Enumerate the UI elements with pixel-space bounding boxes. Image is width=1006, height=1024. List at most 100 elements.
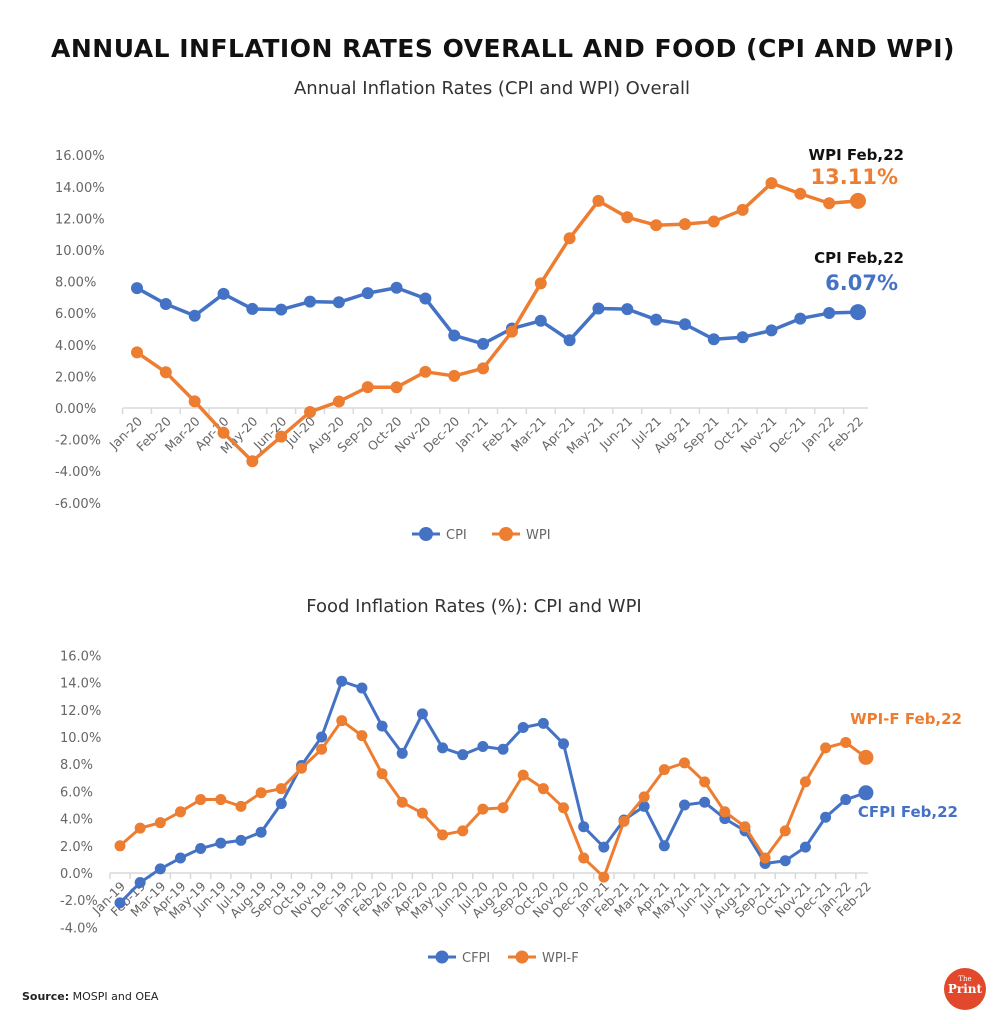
c1-annotation-label: WPI-F Feb,22 bbox=[850, 710, 962, 728]
c0-wpi-point bbox=[477, 362, 490, 375]
c0-ytick-label: 12.00% bbox=[55, 212, 105, 227]
c0-ytick-label: -4.00% bbox=[55, 465, 101, 480]
c0-cpi-point bbox=[794, 312, 807, 325]
c0-legend-cpi-marker bbox=[419, 527, 433, 541]
c1-wpi-f-point bbox=[598, 871, 610, 883]
c1-ytick-label: 0.0% bbox=[60, 867, 93, 882]
c0-cpi-point bbox=[390, 281, 403, 294]
c0-wpi-point bbox=[534, 277, 547, 290]
c0-wpi-point bbox=[217, 426, 230, 439]
c1-series-wpi-f-line bbox=[119, 719, 867, 879]
c1-ytick-label: 10.0% bbox=[60, 731, 101, 746]
logo-text-large: Print bbox=[947, 982, 983, 996]
c0-ytick-label: -6.00% bbox=[55, 497, 101, 512]
c0-ytick-label: 16.00% bbox=[55, 149, 105, 164]
c1-cfpi-point bbox=[820, 811, 832, 823]
c0-wpi-point bbox=[823, 197, 836, 210]
c0-cpi-point bbox=[765, 324, 778, 337]
c0-cpi-point bbox=[159, 298, 172, 311]
c0-wpi-point bbox=[304, 405, 317, 418]
c1-wpi-f-point bbox=[578, 852, 590, 864]
c0-cpi-point bbox=[304, 295, 317, 308]
c1-cfpi-point bbox=[578, 821, 590, 833]
c0-cpi-point bbox=[419, 292, 432, 305]
c0-wpi-point bbox=[707, 215, 720, 228]
c0-cpi-point bbox=[621, 303, 634, 316]
c0-cpi-point bbox=[246, 302, 259, 315]
c0-cpi-point bbox=[275, 303, 288, 316]
c1-cfpi-point bbox=[678, 799, 690, 811]
c0-ytick-label: 8.00% bbox=[55, 276, 96, 291]
c1-wpi-f-point bbox=[275, 783, 287, 795]
c1-cfpi-point bbox=[255, 826, 267, 838]
c1-ytick-label: 2.0% bbox=[60, 840, 93, 855]
c1-wpi-f-point bbox=[658, 764, 670, 776]
c1-wpi-f-point bbox=[719, 806, 731, 818]
c0-ytick-label: -2.00% bbox=[55, 434, 101, 449]
c0-ytick-label: 6.00% bbox=[55, 307, 96, 322]
c1-cfpi-point bbox=[840, 794, 852, 806]
c0-cpi-point bbox=[736, 331, 749, 344]
c1-cfpi-point bbox=[174, 852, 186, 864]
c1-wpi-f-point bbox=[437, 829, 449, 841]
c1-wpi-f-point bbox=[255, 787, 267, 799]
c0-wpi-point bbox=[678, 218, 691, 231]
c0-wpi-point bbox=[794, 187, 807, 200]
c1-wpi-f-point bbox=[477, 803, 489, 815]
c1-cfpi-point bbox=[195, 843, 207, 855]
c1-cfpi-point bbox=[658, 840, 670, 852]
c1-cfpi-point bbox=[215, 837, 227, 849]
source-note: Source: MOSPI and OEA bbox=[22, 990, 158, 1003]
c1-wpi-f-point bbox=[316, 743, 328, 755]
c1-series-cfpi-line bbox=[118, 679, 867, 904]
c1-cfpi-point bbox=[376, 720, 388, 732]
c1-cfpi-point bbox=[799, 841, 811, 853]
c0-annotation-value: 6.07% bbox=[825, 271, 898, 295]
c1-wpi-f-point bbox=[517, 769, 529, 781]
c1-wpi-f-point bbox=[416, 807, 428, 819]
c1-ytick-label: 14.0% bbox=[60, 677, 101, 692]
c0-wpi-point bbox=[592, 194, 605, 207]
c1-legend-cfpi-marker bbox=[435, 950, 449, 964]
c1-cfpi-point bbox=[235, 834, 247, 846]
c1-wpi-f-point bbox=[457, 825, 469, 837]
c1-wpi-f-point bbox=[858, 749, 874, 765]
c0-legend-wpi-label: WPI bbox=[526, 528, 551, 543]
c1-cfpi-point bbox=[154, 863, 166, 875]
c1-wpi-f-point bbox=[799, 776, 811, 788]
c0-cpi-point bbox=[131, 282, 143, 295]
c1-cfpi-point bbox=[779, 855, 791, 867]
c0-wpi-point bbox=[621, 211, 634, 224]
c1-wpi-f-point bbox=[174, 806, 186, 818]
c1-wpi-f-point bbox=[558, 802, 570, 814]
c0-wpi-point bbox=[188, 395, 201, 408]
c1-ytick-label: 6.0% bbox=[60, 785, 93, 800]
c1-wpi-f-point bbox=[638, 791, 650, 803]
c1-cfpi-point bbox=[858, 785, 874, 801]
c1-wpi-f-point bbox=[739, 821, 751, 833]
c0-ytick-label: 14.00% bbox=[55, 181, 105, 196]
c0-ytick-label: 2.00% bbox=[55, 370, 96, 385]
c1-cfpi-point bbox=[336, 675, 348, 687]
c0-cpi-point bbox=[477, 337, 490, 350]
c1-ytick-label: 8.0% bbox=[60, 758, 93, 773]
c0-series-cpi-line bbox=[136, 286, 859, 346]
c0-annotation-label: WPI Feb,22 bbox=[809, 146, 904, 164]
c0-wpi-point bbox=[448, 369, 461, 382]
c1-wpi-f-point bbox=[295, 762, 307, 774]
c1-ytick-label: 4.0% bbox=[60, 813, 93, 828]
c0-annotation-label: CPI Feb,22 bbox=[814, 249, 904, 267]
c0-cpi-point bbox=[563, 334, 576, 347]
c1-wpi-f-point bbox=[759, 852, 771, 864]
c0-ytick-label: 0.00% bbox=[55, 402, 96, 417]
c0-cpi-point bbox=[217, 287, 230, 300]
c1-ytick-label: 16.0% bbox=[60, 649, 101, 664]
chart1-title: Annual Inflation Rates (CPI and WPI) Ove… bbox=[293, 78, 691, 99]
c0-wpi-point bbox=[850, 192, 866, 209]
c0-annotation-value: 13.11% bbox=[811, 165, 898, 189]
source-label: Source: bbox=[22, 990, 70, 1003]
c0-cpi-point bbox=[678, 318, 691, 331]
c0-wpi-point bbox=[159, 366, 172, 379]
c1-cfpi-point bbox=[699, 796, 711, 808]
c0-wpi-point bbox=[275, 430, 288, 443]
